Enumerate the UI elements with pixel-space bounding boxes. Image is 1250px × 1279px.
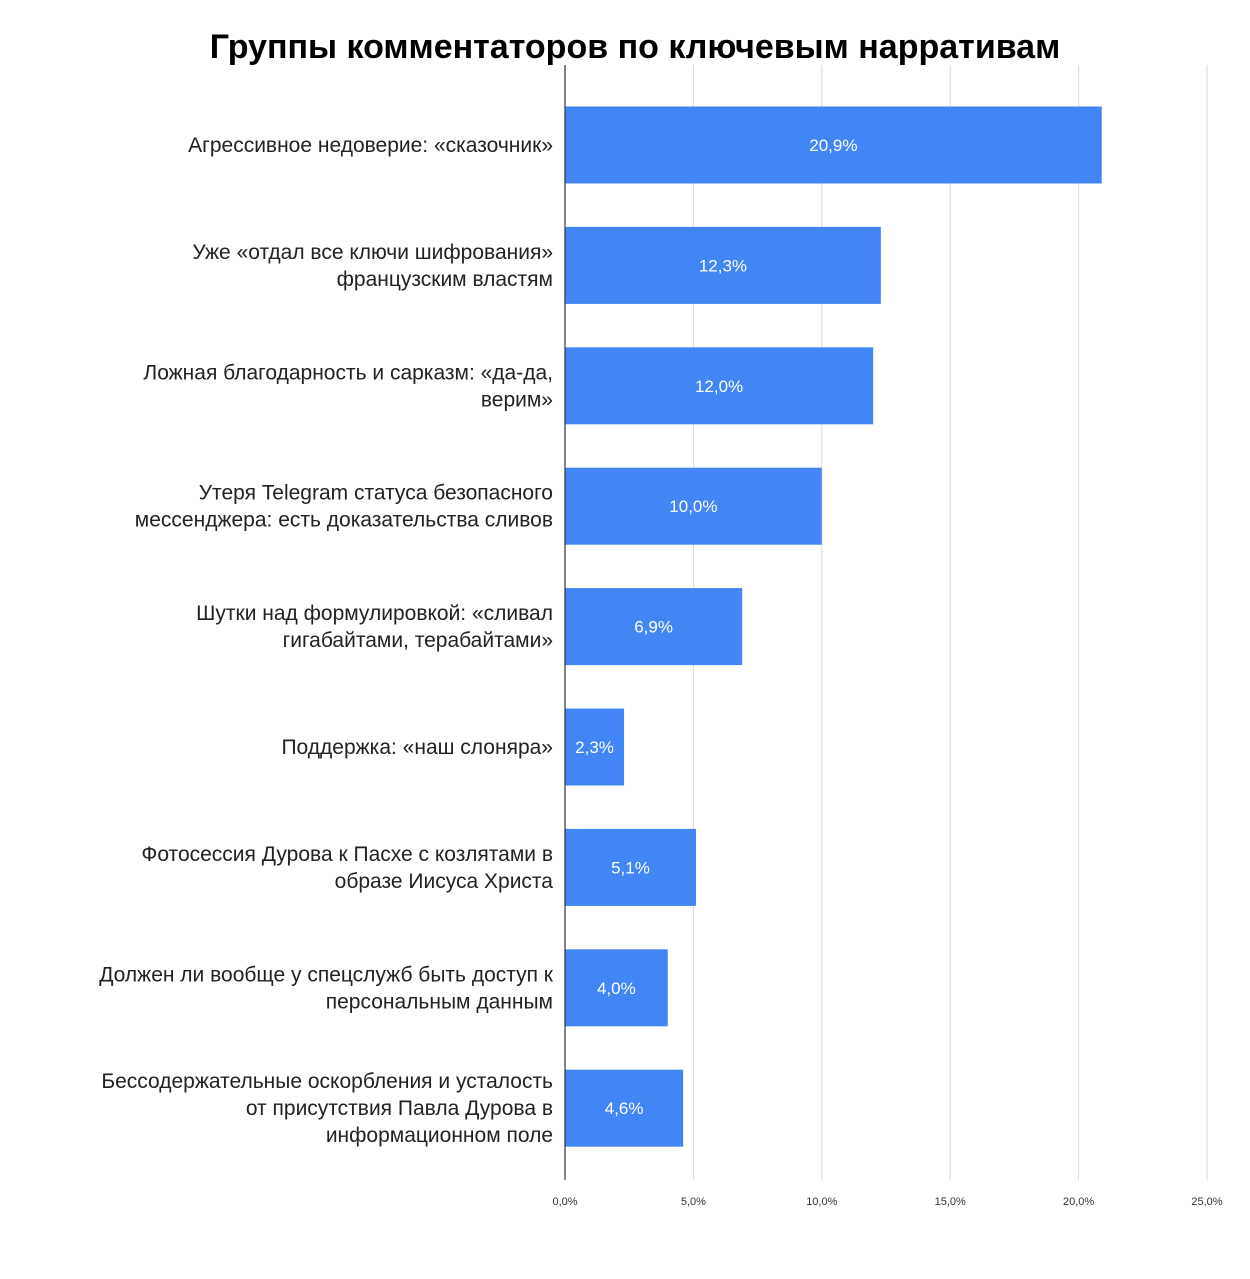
- x-tick-label: 0,0%: [552, 1196, 577, 1208]
- x-tick-label: 5,0%: [681, 1196, 706, 1208]
- category-label: образе Иисуса Христа: [335, 870, 554, 893]
- category-label: верим»: [481, 388, 553, 411]
- bar: [565, 347, 874, 425]
- bar-value-label: 6,9%: [634, 618, 673, 637]
- bar: [565, 949, 668, 1027]
- category-label: Бессодержательные оскорбления и усталост…: [101, 1070, 553, 1093]
- x-tick-label: 20,0%: [1063, 1196, 1094, 1208]
- category-label: Уже «отдал все ключи шифрования»: [192, 241, 553, 264]
- bar: [565, 828, 696, 906]
- bar: [565, 1069, 684, 1147]
- category-label: Агрессивное недоверие: «сказочник»: [188, 134, 553, 157]
- category-label: Ложная благодарность и сарказм: «да-да,: [143, 361, 553, 384]
- bar-value-label: 20,9%: [809, 136, 857, 155]
- x-tick-label: 15,0%: [935, 1196, 966, 1208]
- category-label: мессенджера: есть доказательства сливов: [135, 509, 553, 532]
- bar: [565, 588, 743, 666]
- category-label: Поддержка: «наш слоняра»: [281, 736, 553, 759]
- bar-value-label: 5,1%: [611, 858, 650, 877]
- bar-value-label: 4,6%: [605, 1099, 644, 1118]
- category-labels: Агрессивное недоверие: «сказочник» Уже «о…: [99, 134, 554, 1147]
- tick-labels: 0,0% 5,0% 10,0% 15,0% 20,0% 25,0%: [552, 1196, 1222, 1208]
- bar-value-label: 2,3%: [575, 738, 614, 757]
- bar: [565, 226, 881, 304]
- x-tick-label: 25,0%: [1191, 1196, 1222, 1208]
- bar-value-label: 12,0%: [695, 377, 743, 396]
- bar-value-label: 4,0%: [597, 979, 636, 998]
- category-label: Должен ли вообще у спецслужб быть доступ…: [99, 963, 554, 986]
- category-label: французским властям: [337, 268, 553, 291]
- category-label: гигабайтами, терабайтами»: [283, 629, 553, 652]
- bar-value-label: 12,3%: [699, 256, 747, 275]
- chart-title: Группы комментаторов по ключевым наррати…: [209, 28, 1061, 66]
- category-label: персональным данным: [326, 990, 553, 1013]
- category-label: от присутствия Павла Дурова в: [246, 1097, 553, 1120]
- bar: [565, 106, 1102, 184]
- category-label: Фотосессия Дурова к Пасхе с козлятами в: [141, 843, 553, 866]
- category-label: Шутки над формулировкой: «сливал: [196, 602, 553, 625]
- bars: 20,9% 12,3% 12,0% 10,0% 6,9% 2,3% 5,1% 4,0% 4,6%: [565, 106, 1102, 1147]
- bar: [565, 708, 625, 786]
- bar-value-label: 10,0%: [669, 497, 717, 516]
- category-label: Утеря Telegram статуса безопасного: [199, 482, 553, 505]
- bar: [565, 467, 822, 545]
- category-label: информационном поле: [326, 1124, 553, 1147]
- x-tick-label: 10,0%: [806, 1196, 837, 1208]
